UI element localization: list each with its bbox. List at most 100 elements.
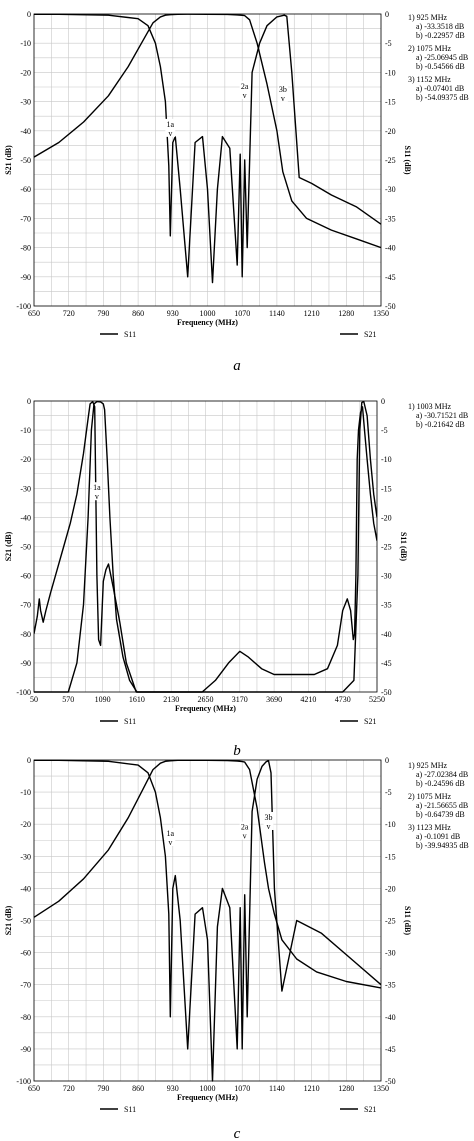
y-left-tick-label: -70 [20,981,31,990]
y-left-tick-label: -10 [20,788,31,797]
legend-label-s21: S21 [364,717,376,726]
marker-label: 3b [279,85,287,94]
y-right-tick-label: -10 [381,455,392,464]
panel-caption: b [233,743,241,759]
legend-label-s21: S21 [364,330,376,339]
y-left-axis-label: S21 (dB) [4,145,13,175]
y-left-tick-label: -10 [20,39,31,48]
series-line-s11 [34,400,377,693]
annotation-value-a: a) -21.56655 dB [416,801,468,810]
marker-label: 1a [93,483,101,492]
y-left-tick-label: 0 [27,397,31,406]
marker-label: 2a [241,823,249,832]
marker-label: 3b [264,813,272,822]
x-tick-label: 790 [97,309,109,318]
x-tick-label: 1000 [200,1084,216,1093]
y-left-tick-label: 0 [27,10,31,19]
marker-label-bg [263,811,274,830]
annotation-value-a: a) -25.06945 dB [416,53,468,62]
y-left-tick-label: -20 [20,68,31,77]
x-tick-label: 570 [62,695,74,704]
y-left-tick-label: -20 [20,455,31,464]
y-right-tick-label: -35 [381,601,392,610]
marker-arrow: v [281,94,285,103]
x-axis-label: Frequency (MHz) [175,704,236,713]
x-tick-label: 2130 [163,695,179,704]
marker-arrow: v [168,129,172,138]
y-right-tick-label: -5 [385,39,392,48]
x-tick-label: 1070 [234,309,250,318]
y-left-tick-label: -40 [20,127,31,136]
marker-label: 1a [167,829,175,838]
x-tick-label: 1000 [200,309,216,318]
y-left-tick-label: -90 [20,273,31,282]
y-right-tick-label: -5 [381,426,388,435]
x-tick-label: 1350 [373,309,389,318]
x-tick-label: 1610 [129,695,145,704]
y-right-tick-label: -50 [385,302,396,311]
series-line-s11 [34,759,381,1082]
x-tick-label: 2650 [198,695,214,704]
chart-panel-a: 650 720 790 860 930 1000 1070 1140 1210 1280 1350 0… [4,10,469,374]
annotation-frequency: 3) 1123 MHz [408,823,451,832]
annotation-value-a: a) -0.07401 dB [416,84,464,93]
marker-label-bg [239,821,250,840]
y-left-axis-label: S21 (dB) [4,905,13,935]
y-left-tick-label: -30 [20,484,31,493]
marker-arrow: v [95,492,99,501]
legend-label-s21: S21 [364,1105,376,1114]
annotation-value-b: b) -0.22957 dB [416,31,465,40]
y-left-tick-label: -80 [20,244,31,253]
y-left-tick-label: -80 [20,630,31,639]
x-tick-label: 720 [63,1084,75,1093]
y-left-tick-label: -100 [16,302,31,311]
y-left-tick-label: -50 [20,543,31,552]
annotation-value-b: b) -0.24596 dB [416,779,465,788]
annotation-frequency: 2) 1075 MHz [408,44,452,53]
y-right-tick-label: -40 [385,244,396,253]
y-right-tick-label: -30 [381,572,392,581]
series-line-s11 [34,13,381,284]
x-tick-label: 650 [28,309,40,318]
y-right-tick-label: -50 [385,1077,396,1086]
y-right-tick-label: -25 [381,543,392,552]
y-right-tick-label: -20 [381,513,392,522]
annotation-frequency: 3) 1152 MHz [408,75,451,84]
y-right-tick-label: -30 [385,949,396,958]
y-right-axis-label: S11 (dB) [403,906,412,935]
y-right-tick-label: -30 [385,185,396,194]
panel-caption: c [234,1126,241,1141]
chart-panel-c: 650 720 790 860 930 1000 1070 1140 1210 1280 1350 0… [4,756,469,1141]
y-right-axis-label: S11 (dB) [403,145,412,174]
y-right-tick-label: -15 [381,484,392,493]
annotation-value-b: b) -0.54566 dB [416,62,465,71]
y-left-tick-label: -60 [20,572,31,581]
x-tick-label: 4210 [300,695,316,704]
y-left-tick-label: -40 [20,884,31,893]
y-right-tick-label: -20 [385,884,396,893]
y-right-tick-label: -50 [381,688,392,697]
y-right-axis-label: S11 (dB) [399,532,408,561]
y-right-tick-label: -20 [385,127,396,136]
x-tick-label: 860 [132,1084,144,1093]
x-tick-label: 1070 [234,1084,250,1093]
y-right-tick-label: -45 [385,273,396,282]
x-tick-label: 1140 [269,1084,285,1093]
y-right-tick-label: -5 [385,788,392,797]
marker-arrow: v [168,838,172,847]
y-right-tick-label: 0 [385,10,389,19]
y-left-tick-label: -50 [20,156,31,165]
annotation-frequency: 1) 1003 MHz [408,402,452,411]
x-tick-label: 930 [167,1084,179,1093]
annotation-value-a: a) -0.1091 dB [416,832,460,841]
legend-label-s11: S11 [124,1105,136,1114]
marker-label-bg [91,482,102,501]
y-left-tick-label: -60 [20,185,31,194]
series-line-s21 [34,759,381,989]
x-axis-label: Frequency (MHz) [177,1093,238,1102]
y-right-tick-label: -25 [385,917,396,926]
y-left-tick-label: -100 [16,1077,31,1086]
x-tick-label: 790 [97,1084,109,1093]
annotation-frequency: 1) 925 MHz [408,13,448,22]
